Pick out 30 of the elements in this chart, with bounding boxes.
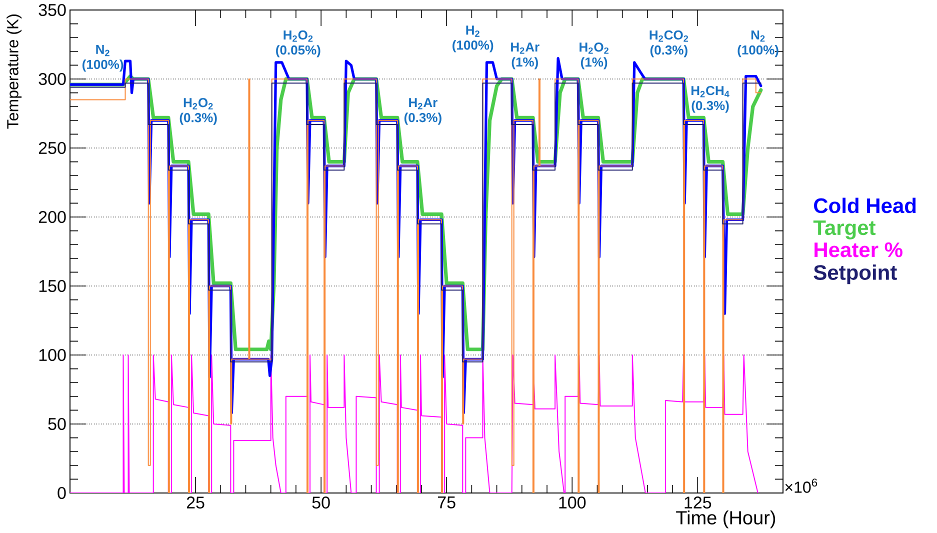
x-tick-label: 100: [559, 496, 586, 509]
annotation: N$_{2}$ (100%): [82, 44, 124, 72]
x-axis-title: Time (Hour): [676, 510, 776, 528]
x-tick-label: 75: [438, 496, 456, 508]
y-tick-label: 150: [39, 280, 66, 292]
x-tick-label: 25: [186, 496, 204, 509]
y-axis-title: Temperature (K): [6, 14, 22, 129]
x-tick-label: 125: [684, 496, 712, 509]
y-tick-label: 300: [38, 72, 66, 86]
x-tick-label: 50: [312, 496, 330, 509]
annotation: H$_{2}$Ar (0.3%): [404, 98, 442, 125]
text: Heater %: [814, 242, 902, 258]
text: Target: [813, 220, 876, 240]
annotation: H$_{2}$CH$_{4}$ (0.3%): [691, 86, 730, 113]
text: ×10$^{6}$: [785, 478, 818, 493]
annotation: H$_{2}$Ar (1%): [511, 42, 540, 70]
y-tick-label: 50: [48, 418, 66, 430]
annotation: H$_{2}$O$_{2}$ (0.05%): [276, 30, 320, 58]
annotation: H$_{2}$O$_{2}$ (1%): [580, 42, 608, 70]
y-tick-label: 200: [38, 210, 66, 224]
text: Setpoint: [814, 264, 897, 284]
text: Cold Head: [814, 198, 916, 214]
annotation: H$_{2}$ (100%): [452, 26, 494, 52]
annotation: H$_{2}$CO$_{2}$ (0.3%): [650, 30, 688, 58]
y-tick-label: 0: [58, 486, 66, 500]
annotation: H$_{2}$O$_{2}$ (0.3%): [180, 98, 217, 125]
annotation: N$_{2}$ (100%): [738, 30, 778, 58]
y-tick-label: 100: [39, 348, 66, 362]
y-tick-label: 350: [38, 4, 66, 16]
y-tick-label: 250: [38, 142, 66, 154]
